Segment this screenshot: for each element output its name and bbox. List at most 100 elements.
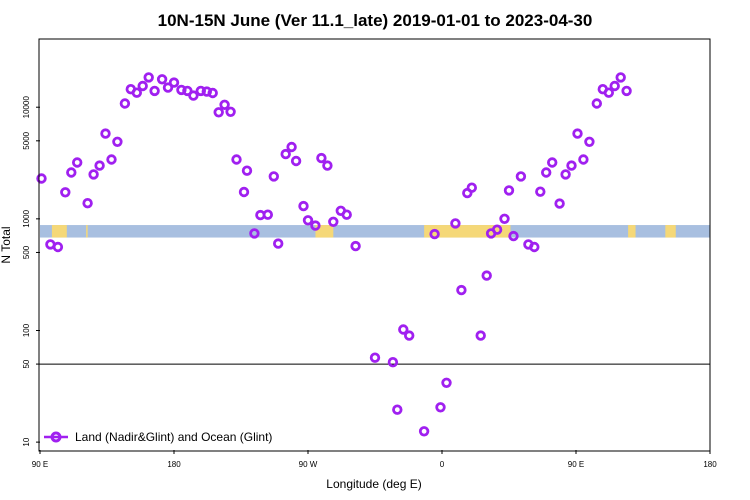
data-point bbox=[591, 98, 602, 109]
map-strip-land-3 bbox=[424, 225, 511, 238]
y-tick-label: 5000 bbox=[22, 131, 31, 149]
data-point bbox=[231, 154, 242, 165]
data-point bbox=[66, 167, 77, 178]
data-point bbox=[503, 185, 515, 196]
data-point bbox=[418, 426, 430, 437]
y-tick-label: 100 bbox=[22, 323, 31, 337]
data-point bbox=[316, 152, 327, 164]
data-point bbox=[249, 228, 260, 239]
x-tick-label: 90 E bbox=[32, 460, 48, 469]
data-point bbox=[168, 77, 180, 88]
x-tick-label: 180 bbox=[167, 460, 181, 469]
data-point bbox=[137, 80, 148, 92]
data-point bbox=[280, 148, 291, 160]
x-tick-label: 90 W bbox=[299, 460, 318, 469]
data-point bbox=[262, 209, 273, 220]
data-point bbox=[298, 200, 309, 212]
data-point bbox=[429, 228, 440, 240]
data-point bbox=[392, 404, 403, 415]
legend-marker-swatch bbox=[50, 431, 62, 443]
data-point bbox=[369, 352, 381, 363]
data-point bbox=[566, 160, 577, 171]
data-point bbox=[341, 209, 352, 220]
data-point bbox=[515, 171, 527, 182]
map-strip-land-5 bbox=[665, 225, 676, 238]
data-point bbox=[535, 186, 546, 197]
data-point bbox=[207, 87, 218, 99]
data-point bbox=[119, 98, 131, 109]
data-point bbox=[176, 84, 187, 96]
data-point bbox=[219, 99, 230, 110]
data-point bbox=[450, 218, 461, 229]
data-point bbox=[387, 357, 399, 368]
data-point bbox=[106, 154, 117, 165]
data-point bbox=[466, 182, 477, 193]
y-tick-label: 500 bbox=[22, 245, 31, 259]
data-point bbox=[508, 230, 519, 242]
data-point bbox=[273, 238, 284, 249]
data-point bbox=[328, 216, 339, 227]
y-tick-label: 10 bbox=[22, 437, 31, 446]
data-point bbox=[499, 213, 510, 224]
map-strip-land-4 bbox=[628, 225, 636, 238]
data-point bbox=[195, 85, 206, 97]
data-point bbox=[238, 186, 250, 198]
data-point bbox=[156, 74, 168, 85]
legend: Land (Nadir&Glint) and Ocean (Glint) bbox=[44, 430, 272, 444]
data-point bbox=[36, 173, 47, 184]
data-point bbox=[529, 241, 540, 253]
data-point bbox=[475, 330, 486, 341]
data-point bbox=[286, 141, 297, 153]
data-point bbox=[441, 377, 452, 388]
data-point bbox=[131, 87, 142, 98]
data-point bbox=[290, 155, 302, 167]
data-point bbox=[225, 106, 236, 117]
map-strip-land-0 bbox=[51, 225, 67, 238]
plot-frame bbox=[38, 38, 711, 452]
map-strip-land-1 bbox=[86, 225, 88, 238]
data-point bbox=[310, 220, 321, 231]
chart-title: 10N-15N June (Ver 11.1_late) 2019-01-01 … bbox=[158, 11, 593, 30]
data-point bbox=[71, 157, 83, 168]
data-point bbox=[143, 72, 154, 83]
data-point bbox=[621, 85, 632, 97]
data-point bbox=[404, 330, 415, 341]
data-point bbox=[112, 136, 123, 147]
data-point bbox=[213, 107, 224, 118]
y-tick-label: 10000 bbox=[22, 96, 31, 119]
data-point bbox=[162, 82, 174, 93]
data-points-layer bbox=[36, 72, 632, 437]
data-point bbox=[560, 169, 571, 180]
map-strip-ocean bbox=[40, 225, 710, 238]
legend-label: Land (Nadir&Glint) and Ocean (Glint) bbox=[75, 430, 272, 444]
data-point bbox=[60, 187, 71, 198]
y-axis-ticks: 10 50 100 500 1000 5000 10000 bbox=[22, 96, 40, 447]
data-point bbox=[322, 160, 333, 171]
data-point bbox=[100, 128, 111, 139]
data-point bbox=[435, 402, 446, 413]
data-point bbox=[491, 224, 503, 235]
x-tick-label: 180 bbox=[703, 460, 717, 469]
data-point bbox=[547, 157, 558, 168]
data-point bbox=[88, 169, 99, 180]
data-point bbox=[456, 284, 467, 296]
data-point bbox=[584, 136, 595, 147]
data-point bbox=[188, 90, 199, 101]
y-tick-label: 50 bbox=[22, 359, 31, 368]
data-point bbox=[350, 240, 361, 252]
data-point bbox=[554, 198, 565, 209]
data-point bbox=[578, 154, 589, 165]
data-point bbox=[572, 128, 583, 139]
data-point bbox=[268, 171, 279, 182]
y-axis-label: N Total bbox=[0, 226, 13, 263]
data-point bbox=[398, 324, 409, 335]
x-axis-ticks: 90 E 180 90 W 0 90 E 180 bbox=[32, 450, 717, 469]
data-point bbox=[481, 270, 492, 281]
data-point bbox=[541, 167, 552, 178]
data-point bbox=[241, 165, 253, 176]
x-tick-label: 90 E bbox=[568, 460, 584, 469]
data-point bbox=[149, 85, 160, 97]
data-point bbox=[52, 241, 64, 253]
